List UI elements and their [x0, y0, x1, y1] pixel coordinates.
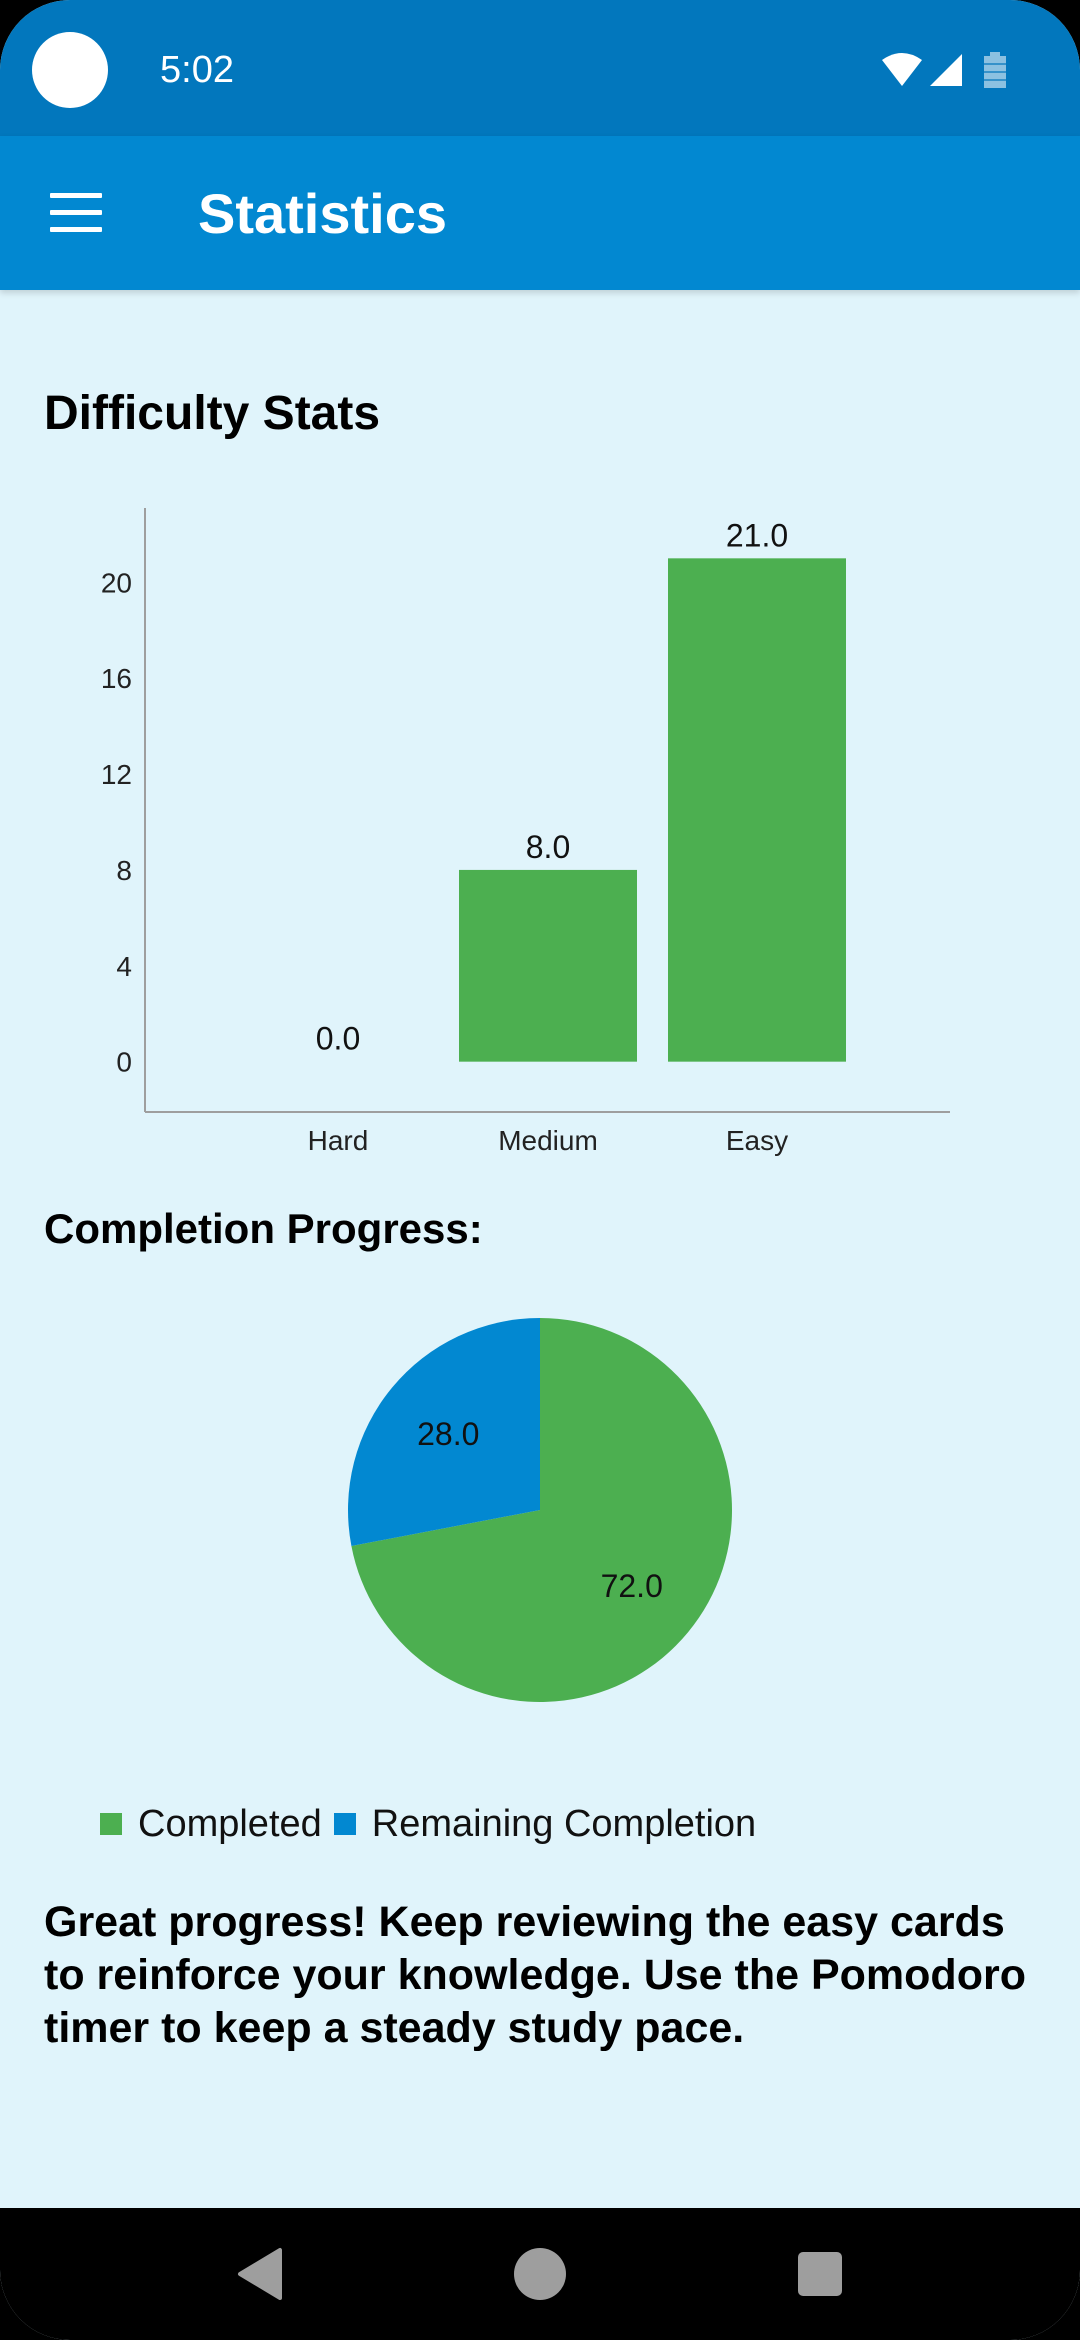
difficulty-bar-chart: 0 4 8 12 16 20 0.0 Hard 8.0 Medium 21.0 Easy: [101, 508, 950, 1156]
pie-slice-remaining: [348, 1318, 540, 1546]
legend-label-remaining: Remaining Completion: [371, 1802, 757, 1845]
signal-icon: [930, 54, 962, 86]
recents-square-icon[interactable]: [790, 2244, 850, 2304]
y-tick-label: 16: [101, 663, 132, 694]
y-tick-label: 12: [101, 759, 132, 790]
app-title: Statistics: [198, 182, 447, 245]
hamburger-menu-icon[interactable]: [40, 181, 112, 245]
navigation-bar: [0, 2208, 1080, 2340]
y-tick-label: 20: [101, 567, 132, 598]
pie-value-label: 28.0: [417, 1416, 479, 1452]
bar-value-label: 21.0: [726, 517, 788, 553]
pie-value-label: 72.0: [601, 1568, 663, 1604]
status-bar: 5:02: [0, 0, 1080, 136]
wifi-icon: [882, 53, 922, 86]
legend-label-completed: Completed: [138, 1802, 322, 1845]
battery-icon: [984, 52, 1006, 88]
pie-slice-completed: [351, 1318, 732, 1702]
status-time: 5:02: [160, 49, 234, 91]
home-circle-icon[interactable]: [510, 2244, 570, 2304]
bar-value-label: 0.0: [316, 1021, 360, 1057]
legend-item-remaining: Remaining Completion: [333, 1802, 757, 1846]
bar-medium: [459, 869, 637, 1062]
bar-value-label: 8.0: [526, 829, 570, 865]
legend-swatch-completed: [100, 1813, 122, 1835]
x-tick-label: Medium: [498, 1125, 598, 1156]
bar-easy: [668, 558, 846, 1062]
camera-cutout: [32, 32, 108, 108]
x-tick-label: Easy: [726, 1125, 788, 1156]
y-tick-label: 0: [116, 1047, 132, 1078]
progress-tip-text: Great progress! Keep reviewing the easy …: [44, 1898, 1026, 2052]
app-bar: Statistics: [0, 136, 1080, 290]
completion-pie-chart: 72.0 28.0: [348, 1318, 732, 1702]
completion-progress-title: Completion Progress:: [44, 1205, 483, 1252]
legend-item-completed: Completed: [100, 1803, 322, 1846]
back-triangle-icon[interactable]: [230, 2244, 290, 2304]
y-tick-label: 4: [116, 951, 132, 982]
difficulty-stats-title: Difficulty Stats: [44, 387, 381, 440]
y-tick-label: 8: [116, 855, 132, 886]
pie-legend: Completed Remaining Completion: [100, 1800, 768, 1848]
legend-swatch-remaining: [333, 1813, 356, 1835]
x-tick-label: Hard: [308, 1125, 369, 1156]
status-icons: [882, 52, 1006, 88]
